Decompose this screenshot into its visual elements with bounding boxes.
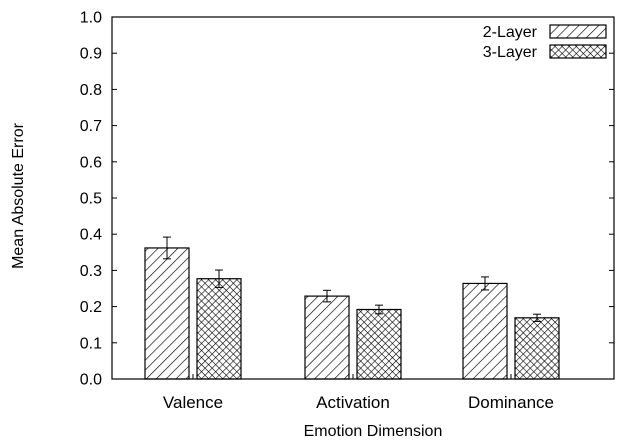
error-bar-2-layer-activation <box>323 289 331 303</box>
x-tick-label-dominance: Dominance <box>468 393 554 412</box>
x-axis-title: Emotion Dimension <box>304 423 443 440</box>
legend-label-2-layer: 2-Layer <box>483 24 538 41</box>
error-bar-3-layer-valence <box>215 269 223 288</box>
bar-3-layer-activation <box>356 308 402 380</box>
x-axis-ticks: Valence Activation Dominance <box>163 374 554 412</box>
y-tick-label: 0.1 <box>80 335 102 352</box>
bar-2-layer-valence <box>144 247 190 380</box>
y-tick-label: 0.0 <box>80 372 102 389</box>
y-tick-label: 0.2 <box>80 299 102 316</box>
y-tick-label: 0.9 <box>80 46 102 63</box>
bars <box>144 247 560 380</box>
y-tick-label: 0.3 <box>80 263 102 280</box>
legend-swatch-2-layer <box>549 24 607 39</box>
y-tick-label: 0.7 <box>80 118 102 135</box>
y-tick-label: 0.8 <box>80 82 102 99</box>
error-bar-3-layer-activation <box>375 304 383 315</box>
y-axis-ticks: 0.0 0.1 0.2 0.3 0.4 0.5 0.6 0.7 0.8 0.9 1.0 <box>80 10 614 389</box>
bar-2-layer-activation <box>304 295 350 380</box>
y-tick-label: 0.4 <box>80 227 102 244</box>
y-tick-label: 1.0 <box>80 10 102 27</box>
y-tick-label: 0.5 <box>80 191 102 208</box>
y-tick-label: 0.6 <box>80 154 102 171</box>
bar-3-layer-valence <box>196 278 242 380</box>
error-bar-2-layer-valence <box>163 236 171 260</box>
bar-3-layer-dominance <box>514 317 560 380</box>
legend-label-3-layer: 3-Layer <box>483 44 538 61</box>
legend-swatch-3-layer <box>549 44 607 59</box>
x-tick-label-activation: Activation <box>316 393 390 412</box>
legend: 2-Layer 3-Layer <box>483 24 607 61</box>
error-bar-3-layer-dominance <box>533 313 541 322</box>
plot-frame <box>111 16 615 380</box>
error-bar-2-layer-dominance <box>481 276 489 291</box>
bar-2-layer-dominance <box>462 282 508 380</box>
x-tick-label-valence: Valence <box>163 393 223 412</box>
error-bars <box>163 236 541 322</box>
y-axis-title: Mean Absolute Error <box>10 122 27 269</box>
